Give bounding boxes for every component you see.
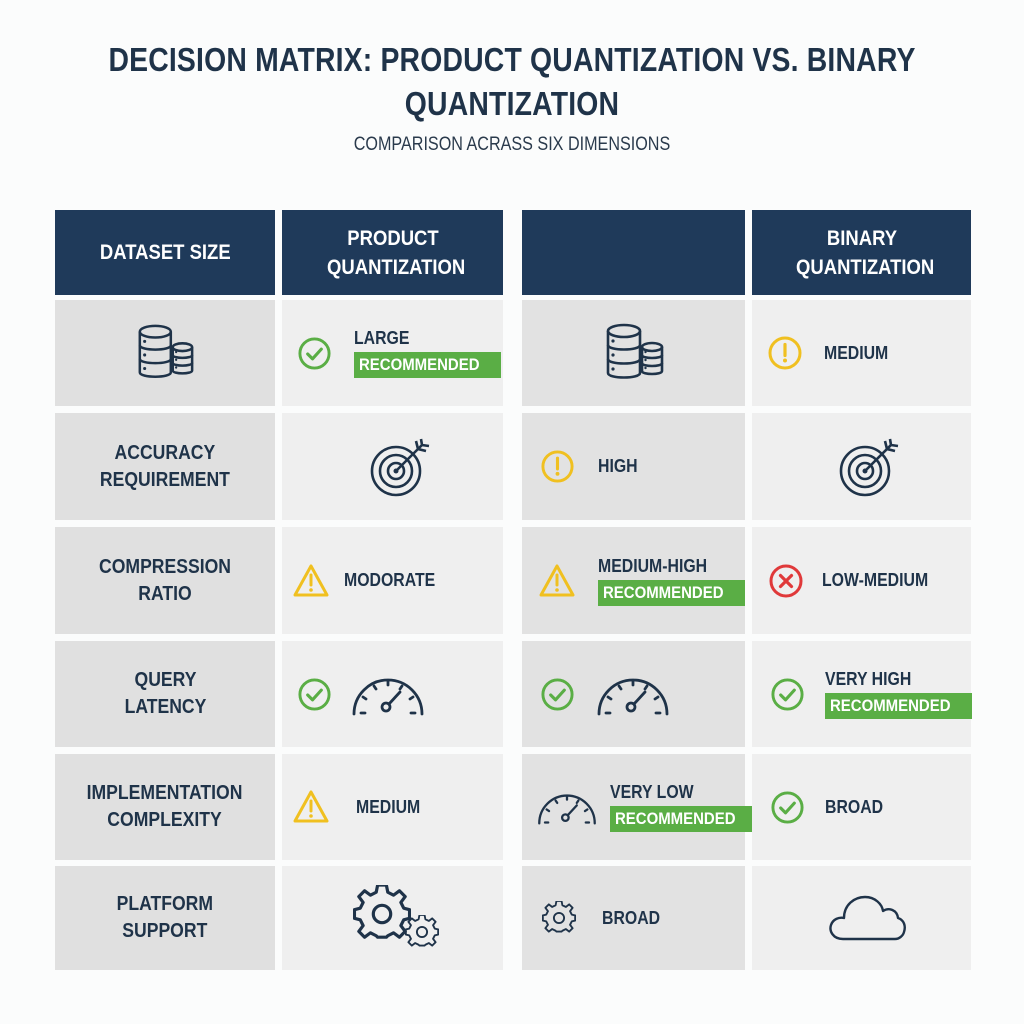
row-complexity-bq: BROAD (752, 754, 971, 860)
gears-icon (353, 885, 443, 951)
row-complexity-col3: VERY LOW RECOMMENDED (522, 754, 757, 860)
exclamation-circle-icon (767, 335, 803, 371)
row-dataset-size-bq: MEDIUM (752, 300, 971, 406)
warning-triangle-icon (292, 789, 330, 825)
page-subtitle: COMPARISON ACRASS SIX DIMENSIONS (353, 134, 671, 155)
row-complexity-pq: MEDIUM (282, 754, 503, 860)
check-circle-icon (770, 677, 805, 712)
check-circle-icon (297, 677, 332, 712)
row-dataset-size-pq: LARGE RECOMMENDED (282, 300, 503, 406)
check-circle-icon (297, 336, 332, 371)
check-circle-icon (540, 677, 575, 712)
value-text: BROAD (602, 907, 661, 928)
row-label-text: PLATFORM SUPPORT (116, 893, 214, 942)
row-accuracy-bq (752, 413, 971, 520)
value-text: HIGH (598, 456, 638, 476)
row-platform-label: PLATFORM SUPPORT (55, 866, 275, 970)
header-product-quantization: PRODUCT QUANTIZATION (282, 210, 503, 295)
row-compression-pq: MODORATE (282, 527, 503, 634)
badge-text: RECOMMENDED (615, 809, 736, 828)
header-label: BINARY QUANTIZATION (795, 226, 934, 279)
database-icon (134, 322, 196, 384)
value-text: BROAD (825, 796, 884, 817)
header-binary-quantization: BINARY QUANTIZATION (752, 210, 971, 295)
recommended-badge: RECOMMENDED (610, 806, 757, 832)
header-label: DATASET SIZE (99, 241, 231, 264)
row-compression-bq: LOW-MEDIUM (752, 527, 971, 634)
value-text: LOW-MEDIUM (822, 570, 929, 590)
check-circle-icon (770, 790, 805, 825)
cloud-icon (827, 893, 907, 943)
row-compression-col3: MEDIUM-HIGH RECOMMENDED (522, 527, 745, 634)
row-latency-label: QUERY LATENCY (55, 641, 275, 747)
badge-text: RECOMMENDED (830, 696, 951, 715)
exclamation-circle-icon (540, 449, 575, 484)
value-text: MODORATE (344, 570, 436, 590)
row-platform-bq (752, 866, 971, 970)
badge-text: RECOMMENDED (359, 355, 480, 374)
row-dataset-size-label (55, 300, 275, 406)
recommended-badge: RECOMMENDED (598, 579, 745, 606)
speedometer-icon (536, 788, 598, 826)
gear-icon (542, 901, 576, 935)
value-text: MEDIUM-HIGH (598, 555, 708, 576)
row-platform-col3: BROAD (522, 866, 745, 970)
header-dataset-size: DATASET SIZE (55, 210, 275, 295)
row-complexity-label: IMPLEMENTATION COMPLEXITY (55, 754, 275, 860)
x-circle-icon (768, 563, 804, 599)
row-compression-label: COMPRESSION RATIO (55, 527, 275, 634)
header-label: PRODUCT QUANTIZATION (326, 226, 465, 279)
value-text: VERY LOW (610, 782, 694, 802)
row-dataset-size-col3 (522, 300, 745, 406)
row-latency-col3 (522, 641, 745, 747)
row-latency-bq: VERY HIGH RECOMMENDED (752, 641, 972, 747)
speedometer-icon (350, 671, 426, 717)
header-blank (522, 210, 745, 295)
badge-text: RECOMMENDED (603, 582, 724, 602)
target-icon (837, 435, 901, 499)
row-accuracy-col3: HIGH (522, 413, 745, 520)
row-label-text: COMPRESSION RATIO (98, 555, 232, 605)
warning-triangle-icon (538, 563, 576, 599)
value-text: LARGE (354, 328, 410, 348)
value-text: MEDIUM (824, 342, 889, 363)
row-label-text: QUERY LATENCY (124, 669, 206, 718)
row-latency-pq (282, 641, 503, 747)
target-icon (368, 435, 432, 499)
row-label-text: ACCURACY REQUIREMENT (99, 441, 231, 491)
speedometer-icon (595, 671, 671, 717)
row-label-text: IMPLEMENTATION COMPLEXITY (87, 782, 243, 831)
recommended-badge: RECOMMENDED (825, 693, 972, 719)
database-icon (596, 321, 672, 385)
recommended-badge: RECOMMENDED (354, 352, 501, 378)
row-accuracy-pq (282, 413, 503, 520)
page-title: DECISION MATRIX: PRODUCT QUANTIZATION VS… (108, 41, 916, 122)
row-platform-pq (282, 866, 503, 970)
value-text: VERY HIGH (825, 669, 912, 689)
row-accuracy-label: ACCURACY REQUIREMENT (55, 413, 275, 520)
value-text: MEDIUM (356, 796, 421, 817)
warning-triangle-icon (292, 563, 330, 599)
